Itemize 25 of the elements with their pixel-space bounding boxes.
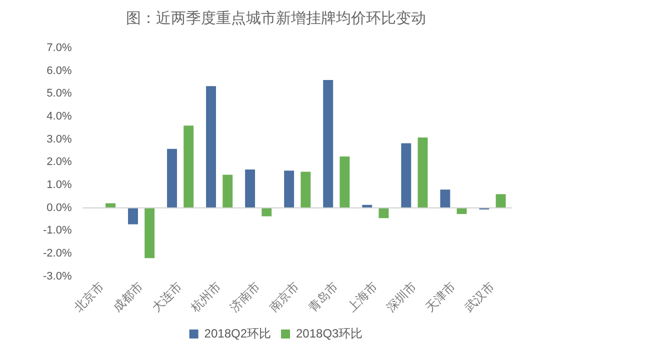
y-tick-label: -1.0% <box>42 224 72 237</box>
x-tick-label: 杭州市 <box>188 279 224 316</box>
x-tick-label: 上海市 <box>344 279 380 314</box>
y-tick-label: 2.0% <box>46 156 72 168</box>
x-tick-label: 成都市 <box>110 279 146 314</box>
y-tick-label: 4.0% <box>46 110 72 123</box>
y-tick-label: 5.0% <box>46 88 72 100</box>
chart-title: 图：近两季度重点城市新增挂牌均价环比变动 <box>126 8 426 27</box>
legend-label: 2018Q3环比 <box>296 326 363 340</box>
y-tick-label: 1.0% <box>46 179 72 192</box>
x-tick-label: 大连市 <box>149 279 185 314</box>
x-tick-label: 济南市 <box>227 279 263 314</box>
y-tick-label: -3.0% <box>42 270 72 282</box>
y-tick-label: 3.0% <box>46 133 72 146</box>
legend-label: 2018Q2环比 <box>204 326 271 340</box>
y-tick-label: 7.0% <box>46 42 72 54</box>
x-tick-label: 青岛市 <box>306 279 341 314</box>
x-tick-label: 南京市 <box>266 279 302 314</box>
x-tick-label: 深圳市 <box>384 279 419 314</box>
y-tick-label: 0.0% <box>46 202 72 214</box>
y-tick-label: 6.0% <box>46 64 72 77</box>
x-tick-label: 武汉市 <box>462 279 497 314</box>
y-tick-label: -2.0% <box>42 248 72 260</box>
x-tick-label: 北京市 <box>71 279 107 314</box>
x-tick-label: 天津市 <box>422 279 458 314</box>
